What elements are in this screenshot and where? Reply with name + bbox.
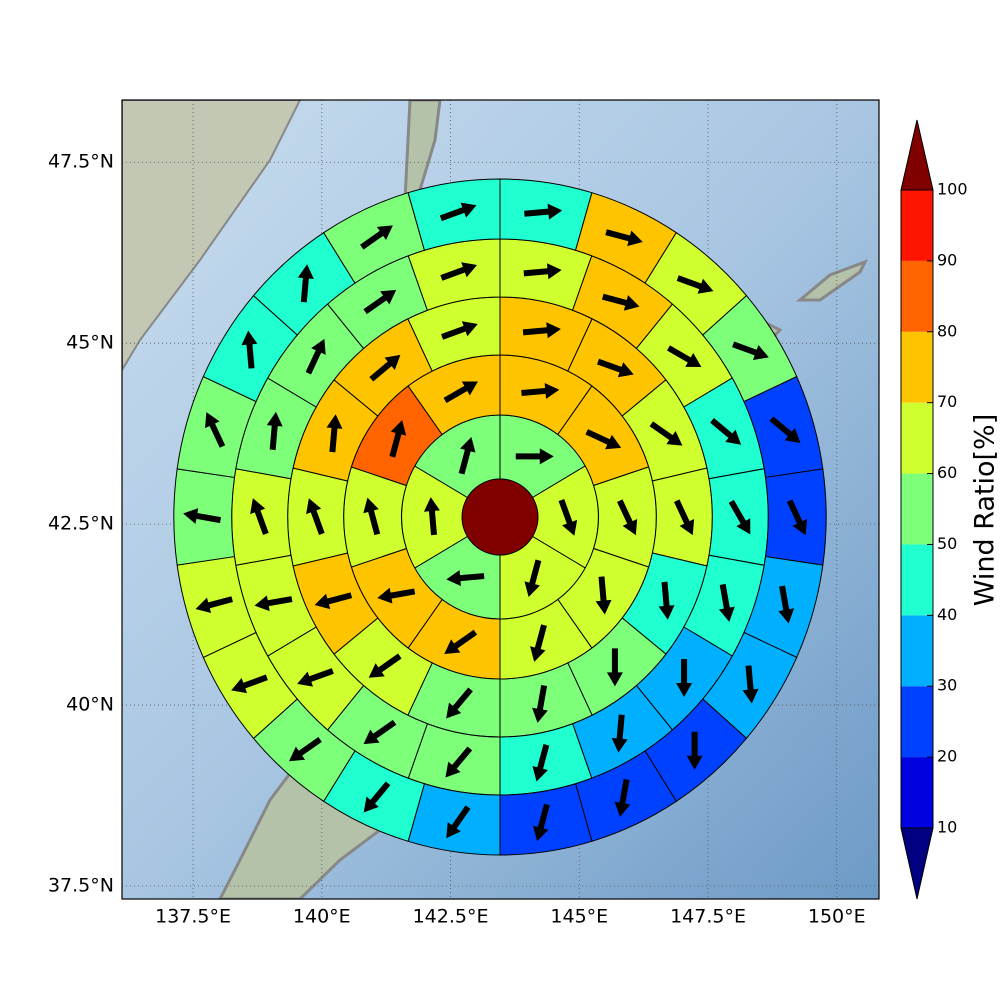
colorbar-segment	[901, 686, 933, 757]
colorbar-under	[901, 828, 933, 899]
x-tick-label: 145°E	[550, 906, 608, 928]
colorbar-tick-label: 60	[937, 463, 957, 482]
colorbar-segment	[901, 332, 933, 403]
colorbar-segment	[901, 261, 933, 332]
colorbar-tick-label: 100	[937, 180, 968, 199]
x-tick-label: 140°E	[293, 906, 351, 928]
colorbar-tick-label: 20	[937, 747, 957, 766]
colorbar-tick-label: 90	[937, 250, 957, 269]
colorbar-segment	[901, 403, 933, 474]
y-tick-label: 45°N	[66, 332, 114, 354]
colorbar-tick-label: 50	[937, 534, 957, 553]
x-tick-label: 142.5°E	[413, 906, 489, 928]
colorbar-tick-label: 30	[937, 676, 957, 695]
colorbar-tick-label: 10	[937, 818, 957, 837]
colorbar-over	[901, 120, 933, 190]
colorbar-segment	[901, 544, 933, 615]
x-tick-label: 150°E	[808, 906, 866, 928]
colorbar: 10 20 30 40 50 60 70 80 90 100	[901, 120, 968, 899]
y-tick-label: 42.5°N	[48, 513, 114, 535]
x-tick-label: 147.5°E	[670, 906, 746, 928]
colorbar-segment	[901, 615, 933, 686]
center-disc	[462, 479, 538, 555]
y-tick-label: 37.5°N	[48, 874, 114, 896]
y-tick-label: 47.5°N	[48, 151, 114, 173]
colorbar-segment	[901, 190, 933, 261]
colorbar-label: Wind Ratio[%]	[970, 414, 1000, 606]
colorbar-tick-label: 70	[937, 392, 957, 411]
x-tick-label: 137.5°E	[155, 906, 231, 928]
y-tick-label: 40°N	[66, 694, 114, 716]
colorbar-tick-label: 40	[937, 605, 957, 624]
colorbar-tick-label: 80	[937, 321, 957, 340]
colorbar-segment	[901, 474, 933, 545]
colorbar-segment	[901, 757, 933, 828]
